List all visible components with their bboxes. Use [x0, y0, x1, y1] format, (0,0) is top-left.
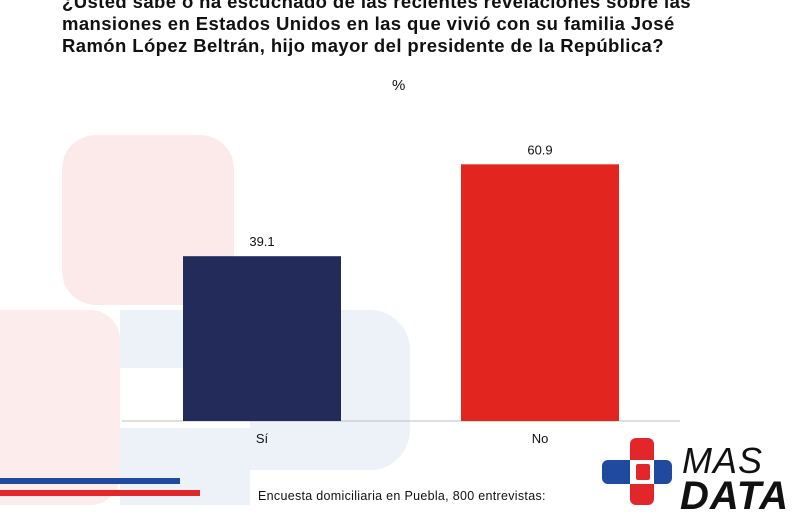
data-label: 39.1 [249, 234, 274, 249]
unit-label: % [392, 77, 406, 94]
accent-stripe-red [0, 490, 200, 496]
bar-si [183, 256, 341, 421]
survey-footnote: Encuesta domiciliaria en Puebla, 800 ent… [258, 489, 546, 503]
masdata-logo-icon [602, 438, 672, 505]
category-label: Sí [256, 431, 269, 446]
chart-title: ¿Usted sabe o ha escuchado de las recien… [62, 0, 691, 56]
watermark-shape [0, 310, 120, 505]
category-label: No [532, 431, 549, 446]
bar-chart: 39.1 Sí 60.9 No [122, 142, 680, 446]
logo-text-mas: MAS [682, 440, 764, 481]
bar-no [461, 164, 619, 421]
accent-stripe-blue [0, 478, 180, 484]
data-label: 60.9 [527, 142, 552, 157]
logo-text-data: DATA [680, 474, 790, 518]
